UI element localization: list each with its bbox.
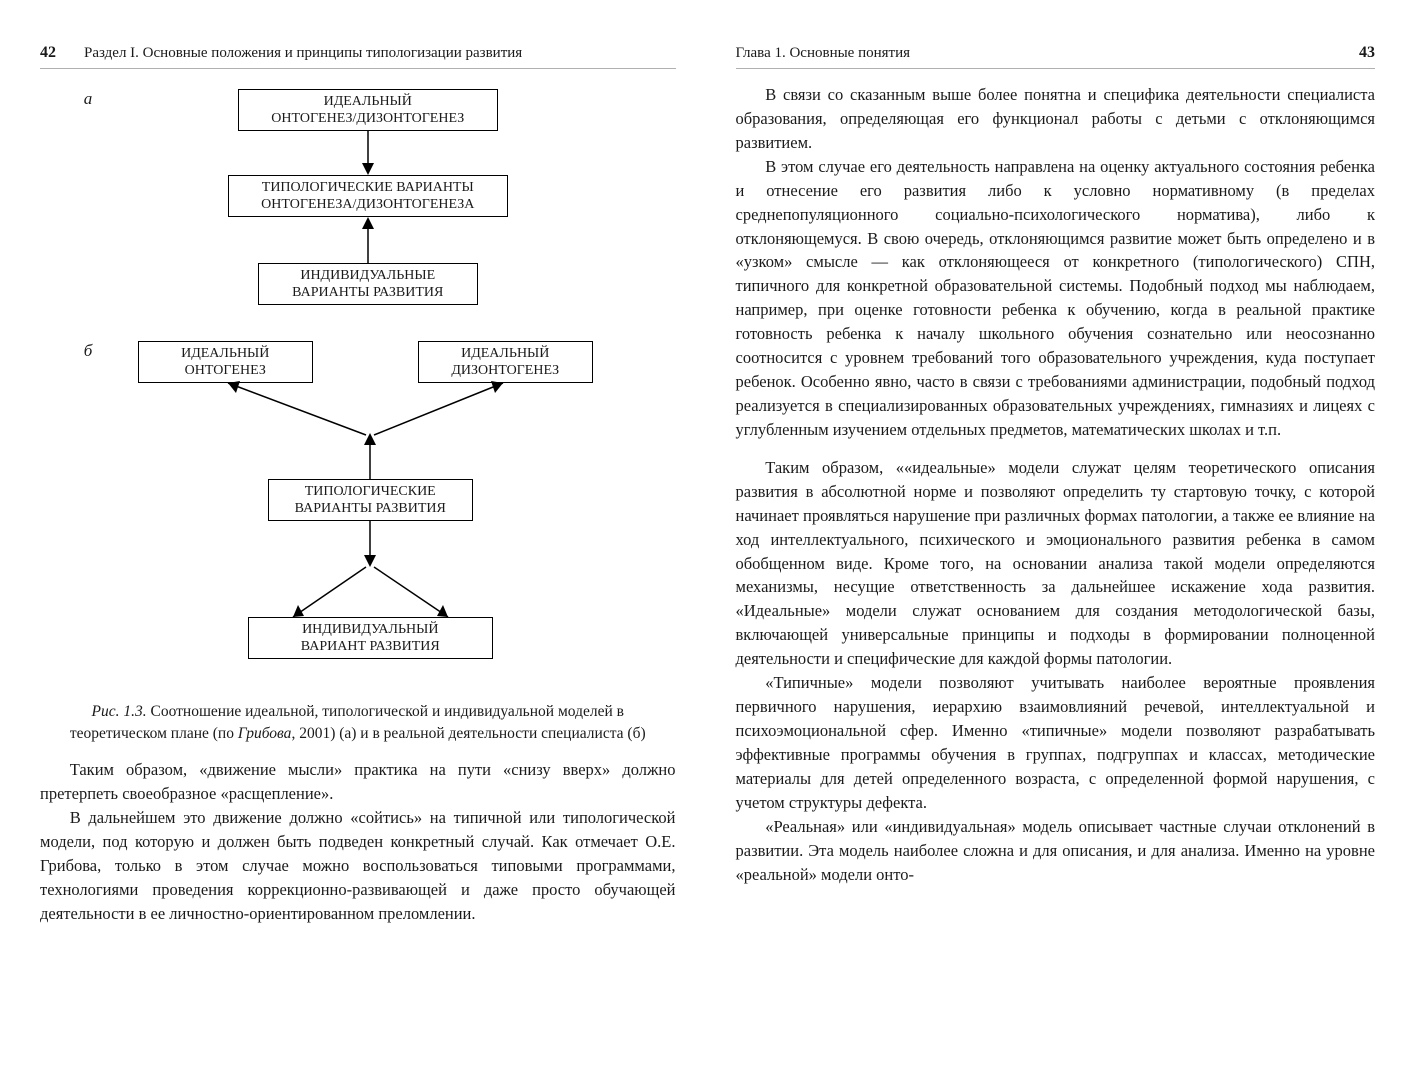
page-number-left: 42: [40, 44, 56, 62]
page-left: 42 Раздел I. Основные положения и принци…: [0, 0, 708, 1080]
right-p2: В этом случае его деятельность направлен…: [736, 155, 1376, 442]
figure-caption: Рис. 1.3. Соотношение идеальной, типолог…: [64, 701, 652, 744]
running-title-right: Глава 1. Основные понятия: [736, 45, 1332, 62]
running-head-left: 42 Раздел I. Основные положения и принци…: [40, 44, 676, 62]
diagram-a-box-1: ИДЕАЛЬНЫЙОНТОГЕНЕЗ/ДИЗОНТОГЕНЕЗ: [238, 89, 498, 131]
right-p4: «Типичные» модели позволяют учитывать на…: [736, 671, 1376, 815]
left-p2: В дальнейшем это движение должно «сойтис…: [40, 806, 676, 926]
diagram-a-box-2: ТИПОЛОГИЧЕСКИЕ ВАРИАНТЫОНТОГЕНЕЗА/ДИЗОНТ…: [228, 175, 508, 217]
right-page-body: В связи со сказанным выше более понятна …: [736, 83, 1376, 886]
right-p3: Таким образом, ««идеальные» модели служа…: [736, 456, 1376, 671]
diagram-a-box-3: ИНДИВИДУАЛЬНЫЕВАРИАНТЫ РАЗВИТИЯ: [258, 263, 478, 305]
diagram-b-arrows: [78, 83, 638, 683]
left-p1: Таким образом, «движение мысли» практика…: [40, 758, 676, 806]
figure-caption-tail: , 2001) (а) и в реальной деятельности сп…: [291, 725, 645, 742]
book-spread: 42 Раздел I. Основные положения и принци…: [0, 0, 1415, 1080]
right-p5: «Реальная» или «индивидуальная» модель о…: [736, 815, 1376, 887]
diagram-b-label: б: [84, 341, 93, 361]
running-title-left: Раздел I. Основные положения и принципы …: [84, 45, 676, 62]
page-number-right: 43: [1359, 44, 1375, 62]
diagram-b-box-top-right: ИДЕАЛЬНЫЙДИЗОНТОГЕНЕЗ: [418, 341, 593, 383]
page-right: Глава 1. Основные понятия 43 В связи со …: [708, 0, 1415, 1080]
running-head-right: Глава 1. Основные понятия 43: [736, 44, 1376, 62]
diagram-b-box-mid: ТИПОЛОГИЧЕСКИЕВАРИАНТЫ РАЗВИТИЯ: [268, 479, 473, 521]
diagram-a-label: а: [84, 89, 93, 109]
figure-1-3: а ИДЕАЛЬНЫЙОНТОГЕНЕЗ/ДИЗОНТОГЕНЕЗ ТИПОЛО…: [78, 83, 638, 683]
figure-caption-source: Грибова: [238, 725, 292, 742]
diagram-b-box-top-left: ИДЕАЛЬНЫЙОНТОГЕНЕЗ: [138, 341, 313, 383]
head-rule-right: [736, 68, 1376, 69]
left-page-body: Таким образом, «движение мысли» практика…: [40, 758, 676, 925]
diagram-b-box-bottom: ИНДИВИДУАЛЬНЫЙВАРИАНТ РАЗВИТИЯ: [248, 617, 493, 659]
head-rule: [40, 68, 676, 69]
figure-caption-label: Рис. 1.3.: [92, 703, 147, 720]
right-p1: В связи со сказанным выше более понятна …: [736, 83, 1376, 155]
